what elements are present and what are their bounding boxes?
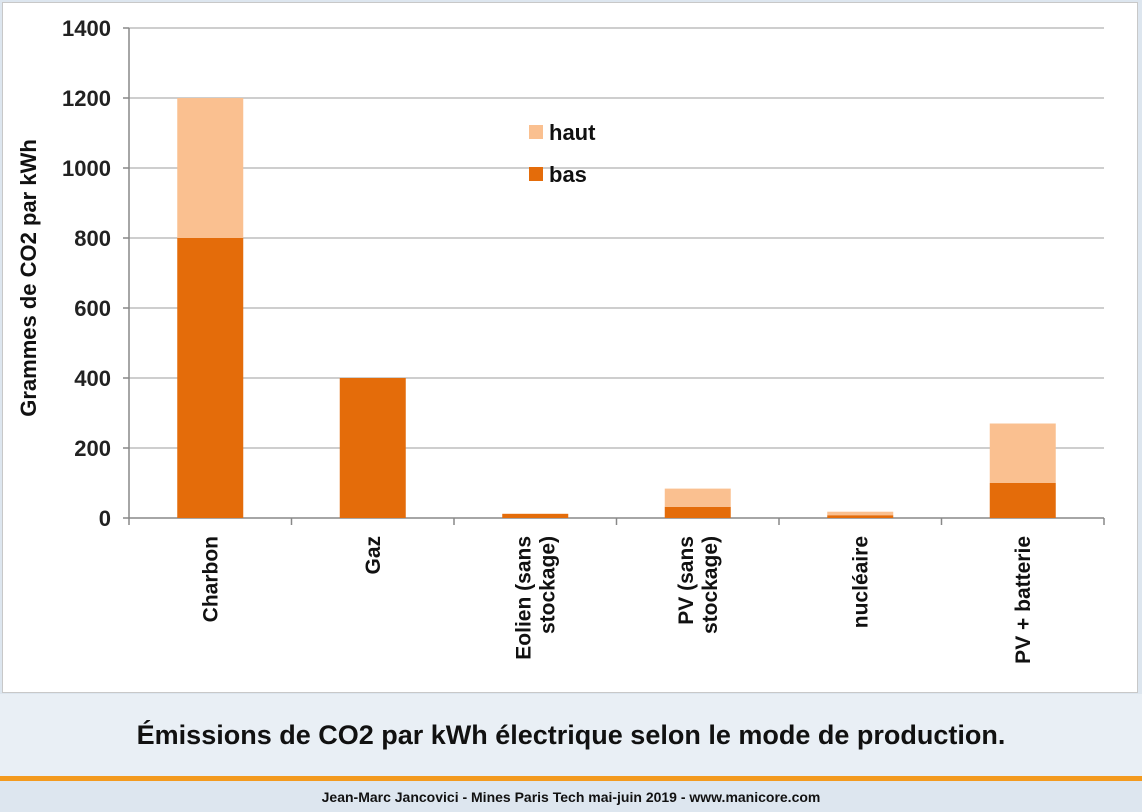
bar-chart: 0 200 400 600 800 1000 1200 1400 Grammes de CO2 … (16, 16, 1105, 664)
y-tick-label: 800 (74, 226, 111, 251)
x-tick-label: nucléaire (849, 536, 872, 628)
x-tick-label-line: stockage) (699, 536, 722, 634)
y-axis-title: Grammes de CO2 par kWh (16, 139, 41, 417)
y-tick-label: 1200 (62, 86, 111, 111)
x-tick-label: PV (sans stockage) (675, 536, 722, 634)
bar-haut-5 (827, 511, 894, 516)
x-tick-label: Gaz (362, 536, 385, 575)
x-tick-label: Eolien (sans stockage) (512, 536, 559, 660)
x-tick-label-line: PV (sans (675, 536, 698, 625)
x-tick-label-line: stockage) (536, 536, 559, 634)
y-tick-label: 600 (74, 296, 111, 321)
bar-haut-1 (177, 98, 244, 238)
bar-bas-6 (989, 483, 1056, 518)
y-tick-label: 400 (74, 366, 111, 391)
bar-haut-4 (664, 488, 731, 507)
y-tick-label: 0 (99, 506, 111, 531)
source-credit: Jean-Marc Jancovici - Mines Paris Tech m… (321, 788, 821, 805)
caption-band: Émissions de CO2 par kWh électrique selo… (0, 694, 1142, 776)
legend-swatch-bas (529, 167, 543, 181)
legend-label-haut: haut (549, 120, 596, 145)
x-tick-label-line: Eolien (sans (512, 536, 535, 660)
footer-band: Jean-Marc Jancovici - Mines Paris Tech m… (0, 781, 1142, 812)
accent-divider (0, 776, 1142, 781)
bar-bas-4 (664, 506, 731, 518)
bar-bas-3 (502, 513, 569, 518)
x-tick-label-line: nucléaire (849, 536, 872, 628)
bar-bas-2 (339, 378, 406, 518)
x-tick-label-line: Gaz (362, 536, 385, 575)
legend-label-bas: bas (549, 162, 587, 187)
chart-caption: Émissions de CO2 par kWh électrique selo… (136, 719, 1006, 750)
x-tick-label: Charbon (199, 536, 222, 622)
bar-bas-5 (827, 515, 894, 518)
y-tick-label: 1400 (62, 16, 111, 41)
legend-swatch-haut (529, 125, 543, 139)
chart-frame: 0 200 400 600 800 1000 1200 1400 Grammes de CO2 … (2, 2, 1138, 693)
x-tick-label-line: Charbon (199, 536, 222, 622)
bar-bas-1 (177, 238, 244, 518)
x-tick-label-line: PV + batterie (1012, 536, 1035, 664)
x-tick-label: PV + batterie (1012, 536, 1035, 664)
y-tick-label: 200 (74, 436, 111, 461)
bar-haut-6 (989, 423, 1056, 483)
y-tick-label: 1000 (62, 156, 111, 181)
